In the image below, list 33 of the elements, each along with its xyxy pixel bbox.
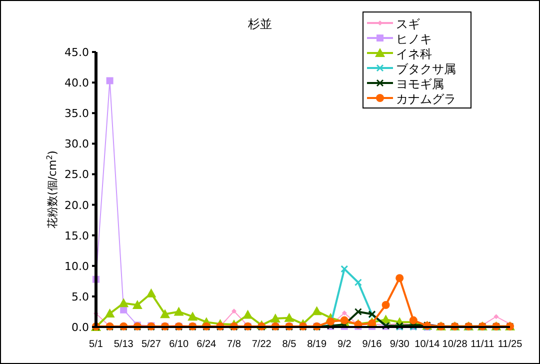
y-tick-label: 45.0 [64, 46, 89, 59]
chart-title: 杉並 [247, 17, 272, 31]
x-tick-label: 10/14 [414, 339, 440, 350]
legend-label: スギ [396, 17, 420, 31]
y-tick-label: 15.0 [64, 229, 89, 242]
x-tick-label: 6/24 [196, 339, 217, 350]
x-tick-label: 5/13 [114, 339, 134, 350]
y-tick-label: 0.0 [72, 321, 89, 334]
y-tick-label: 25.0 [64, 168, 89, 182]
x-tick-label: 7/22 [252, 339, 272, 350]
y-tick-label: 30.0 [64, 138, 89, 151]
y-tick-label: 35.0 [64, 107, 89, 120]
legend-label: カナムグラ [396, 92, 456, 106]
x-tick-label: 6/10 [169, 339, 189, 350]
x-tick-label: 8/19 [307, 339, 327, 350]
legend-label: イネ科 [396, 47, 432, 61]
y-tick-label: 20.0 [64, 198, 89, 212]
x-tick-label: 5/27 [141, 339, 162, 350]
x-tick-label: 11/11 [470, 339, 495, 350]
x-tick-label: 8/5 [282, 339, 297, 350]
x-tick-label: 11/25 [498, 339, 523, 350]
x-tick-label: 10/28 [442, 339, 468, 350]
x-tick-label: 9/30 [390, 339, 410, 350]
legend-label: ブタクサ属 [396, 62, 456, 76]
x-tick-label: 5/1 [89, 339, 104, 350]
y-tick-label: 40.0 [64, 76, 89, 90]
legend-label: ヨモギ属 [396, 77, 444, 91]
y-tick-label: 5.0 [72, 290, 89, 304]
x-tick-label: 9/2 [337, 339, 352, 350]
y-tick-label: 10.0 [64, 260, 89, 273]
x-tick-label: 9/16 [362, 339, 382, 350]
x-tick-label: 7/8 [227, 339, 242, 350]
legend-label: ヒノキ [396, 32, 432, 46]
